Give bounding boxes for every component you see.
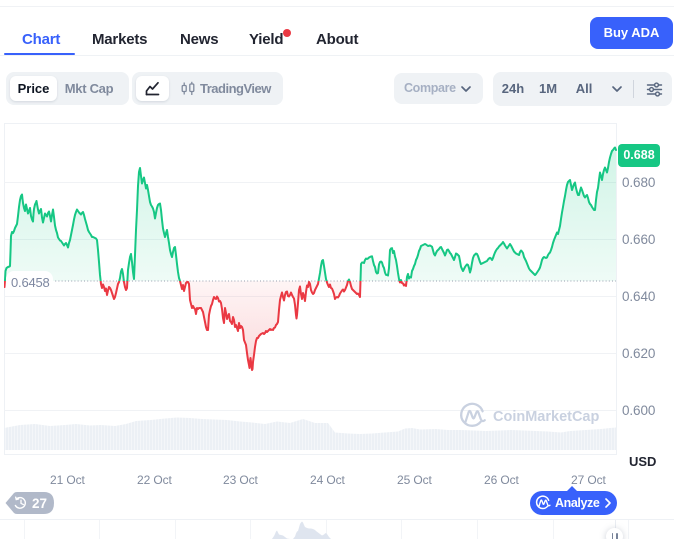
svg-text:27: 27 [32, 496, 47, 511]
svg-text:CoinMarketCap: CoinMarketCap [493, 409, 599, 425]
